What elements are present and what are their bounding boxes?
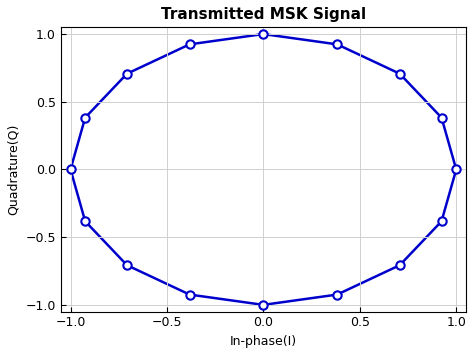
Y-axis label: Quadrature(Q): Quadrature(Q) xyxy=(7,124,20,215)
Title: Transmitted MSK Signal: Transmitted MSK Signal xyxy=(161,7,366,22)
X-axis label: In-phase(I): In-phase(I) xyxy=(230,335,297,348)
